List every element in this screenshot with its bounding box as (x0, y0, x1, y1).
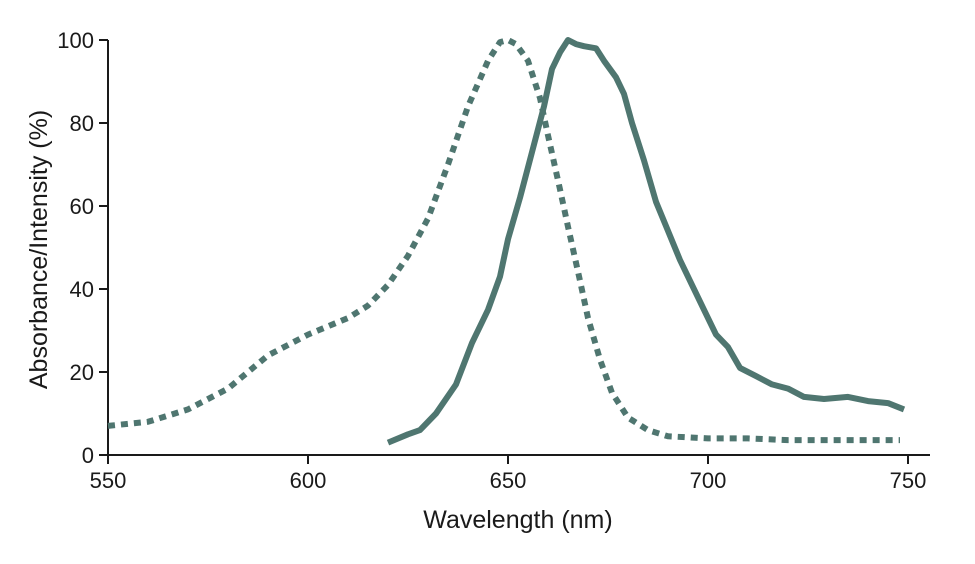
x-tick-label: 750 (890, 468, 927, 493)
series-line-solid (386, 37, 906, 446)
y-axis-ticks: 0 20 40 60 80 100 (57, 28, 108, 468)
x-tick-label: 700 (690, 468, 727, 493)
y-tick-label: 100 (57, 28, 94, 53)
series-line-dotted (107, 37, 900, 444)
y-tick-label: 40 (70, 277, 94, 302)
x-tick-label: 600 (290, 468, 327, 493)
y-tick-label: 60 (70, 194, 94, 219)
x-axis-title: Wavelength (nm) (423, 506, 612, 534)
x-tick-label: 550 (90, 468, 127, 493)
y-axis-title: Absorbance/Intensity (%) (25, 110, 53, 389)
x-tick-label: 650 (490, 468, 527, 493)
y-tick-label: 20 (70, 360, 94, 385)
series-layer (107, 37, 906, 446)
y-tick-label: 80 (70, 111, 94, 136)
axes (107, 40, 930, 456)
x-axis-ticks: 550 600 650 700 750 (90, 455, 927, 493)
y-tick-label: 0 (82, 443, 94, 468)
